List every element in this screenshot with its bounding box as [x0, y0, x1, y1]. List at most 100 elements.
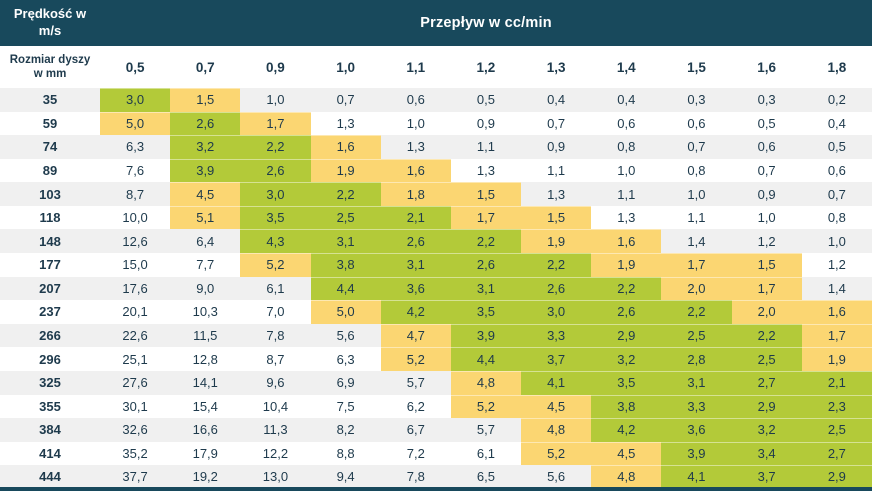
table-row: 237 20,1 10,3 7,0 5,0 4,2 3,5 3,0 2,6 2,2 2,0 1,6	[0, 300, 872, 324]
flow-value-cell: 3,6	[380, 276, 451, 301]
flow-value-cell: 2,9	[731, 394, 802, 419]
flow-value-cell: 5,2	[521, 441, 592, 466]
flow-value-cell: 2,5	[661, 323, 732, 348]
flow-value-cell: 2,7	[801, 441, 872, 466]
flow-value-cell: 9,4	[336, 468, 355, 484]
flow-value-cell: 2,2	[450, 229, 522, 254]
nozzle-size-cell: 103	[39, 186, 61, 202]
flow-value-cell: 7,7	[196, 257, 215, 273]
flow-value-cell: 6,3	[336, 351, 355, 367]
flow-value-cell: 4,5	[521, 394, 592, 419]
nozzle-size-cell: 118	[39, 210, 61, 226]
flow-value-cell: 1,7	[450, 205, 522, 230]
table-row: 59 5,0 2,6 1,7 1,3 1,0 0,9 0,7 0,6 0,6 0,5 0,4	[0, 111, 872, 136]
flow-value-cell: 0,6	[757, 139, 776, 155]
flow-value-cell: 35,2	[122, 445, 148, 461]
nozzle-size-header: Rozmiar dyszy w mm	[0, 46, 100, 88]
table-row: 444 37,7 19,2 13,0 9,4 7,8 6,5 5,6 4,8 4,1 3,7 2,9	[0, 465, 872, 489]
flow-column-header: 1,3	[521, 46, 592, 88]
flow-value-cell: 16,6	[192, 422, 218, 438]
flow-value-cell: 1,3	[336, 115, 355, 131]
flow-value-cell: 12,8	[192, 351, 218, 367]
flow-value-cell: 4,4	[310, 276, 381, 301]
velocity-header: Prędkość w m/s	[0, 0, 100, 46]
flow-value-cell: 5,1	[170, 205, 241, 230]
flow-value-cell: 1,5	[450, 182, 522, 206]
flow-column-header: 1,6	[731, 46, 802, 88]
flow-value-cell: 0,9	[476, 115, 495, 131]
flow-value-cell: 7,8	[266, 328, 285, 344]
table-row: 296 25,1 12,8 8,7 6,3 5,2 4,4 3,7 3,2 2,8 2,5 1,9	[0, 347, 872, 371]
flow-column-header: 1,2	[450, 46, 522, 88]
flow-value-cell: 3,9	[170, 158, 241, 183]
flow-value-cell: 6,1	[266, 280, 285, 296]
flow-value-cell: 1,0	[687, 186, 706, 202]
column-header-row: Rozmiar dyszy w mm 0,5 0,7 0,9 1,0 1,1 1,2 1,3…	[0, 46, 872, 88]
flow-value-cell: 0,6	[687, 115, 706, 131]
flow-value-cell: 0,4	[617, 92, 636, 108]
flow-value-cell: 2,2	[240, 135, 311, 159]
nozzle-size-cell: 35	[42, 92, 58, 108]
flow-value-cell: 0,3	[757, 92, 776, 108]
flow-value-cell: 3,8	[310, 253, 381, 277]
flow-value-cell: 5,2	[240, 253, 311, 277]
flow-value-cell: 15,0	[122, 257, 148, 273]
flow-value-cell: 3,2	[731, 418, 802, 442]
nozzle-size-cell: 237	[39, 304, 61, 320]
table-row: 177 15,0 7,7 5,2 3,8 3,1 2,6 2,2 1,9 1,7 1,5 1,2	[0, 253, 872, 277]
nozzle-size-cell: 266	[39, 328, 61, 344]
flow-value-cell: 4,1	[521, 370, 592, 395]
table-row: 355 30,1 15,4 10,4 7,5 6,2 5,2 4,5 3,8 3,3 2,9 2,3	[0, 394, 872, 419]
flow-value-cell: 2,6	[450, 253, 522, 277]
flow-value-cell: 1,6	[591, 229, 662, 254]
flow-column-header: 0,7	[170, 46, 241, 88]
flow-value-cell: 3,2	[170, 135, 241, 159]
flow-value-cell: 2,6	[521, 276, 592, 301]
flow-value-cell: 7,8	[406, 468, 425, 484]
flow-value-cell: 10,3	[192, 304, 218, 320]
flow-value-cell: 3,0	[100, 88, 171, 112]
flow-value-cell: 10,4	[262, 398, 289, 414]
flow-value-cell: 4,2	[380, 300, 451, 324]
flow-value-cell: 2,6	[240, 158, 311, 183]
nozzle-size-cell: 177	[39, 257, 61, 273]
flow-value-cell: 2,6	[591, 300, 662, 324]
flow-value-cell: 1,0	[406, 115, 425, 131]
flow-value-cell: 1,3	[617, 210, 636, 226]
flow-value-cell: 0,6	[827, 163, 846, 179]
flow-value-cell: 5,2	[450, 394, 522, 419]
flow-value-cell: 5,2	[380, 347, 451, 371]
flow-value-cell: 0,7	[757, 163, 776, 179]
flow-title-header: Przepływ w cc/min	[100, 0, 872, 46]
flow-value-cell: 3,7	[731, 465, 802, 489]
nozzle-size-cell: 325	[39, 375, 61, 391]
flow-value-cell: 6,9	[336, 375, 355, 391]
flow-value-cell: 2,7	[731, 370, 802, 395]
flow-value-cell: 0,8	[687, 163, 706, 179]
nozzle-size-cell: 59	[42, 115, 58, 131]
flow-value-cell: 3,0	[521, 300, 592, 324]
flow-value-cell: 2,0	[731, 300, 802, 324]
nozzle-size-cell: 414	[39, 445, 61, 461]
flow-value-cell: 8,2	[336, 422, 355, 438]
flow-value-cell: 1,7	[240, 111, 311, 136]
table-body: 35 3,0 1,5 1,0 0,7 0,6 0,5 0,4 0,4 0,3 0,3 0,2 59 5,0…	[0, 88, 872, 489]
flow-value-cell: 2,9	[801, 465, 872, 489]
flow-value-cell: 1,8	[380, 182, 451, 206]
flow-value-cell: 3,3	[661, 394, 732, 419]
flow-value-cell: 1,0	[757, 210, 776, 226]
flow-value-cell: 1,2	[757, 233, 776, 249]
flow-value-cell: 12,2	[262, 445, 289, 461]
flow-value-cell: 1,7	[661, 253, 732, 277]
flow-value-cell: 1,3	[547, 186, 566, 202]
flow-value-cell: 4,5	[170, 182, 241, 206]
flow-value-cell: 13,0	[262, 468, 289, 484]
flow-value-cell: 1,9	[310, 158, 381, 183]
flow-value-cell: 2,2	[661, 300, 732, 324]
flow-column-header: 1,1	[380, 46, 451, 88]
flow-value-cell: 0,5	[827, 139, 846, 155]
flow-value-cell: 0,9	[757, 186, 776, 202]
flow-value-cell: 1,3	[406, 139, 425, 155]
flow-value-cell: 1,5	[521, 205, 592, 230]
